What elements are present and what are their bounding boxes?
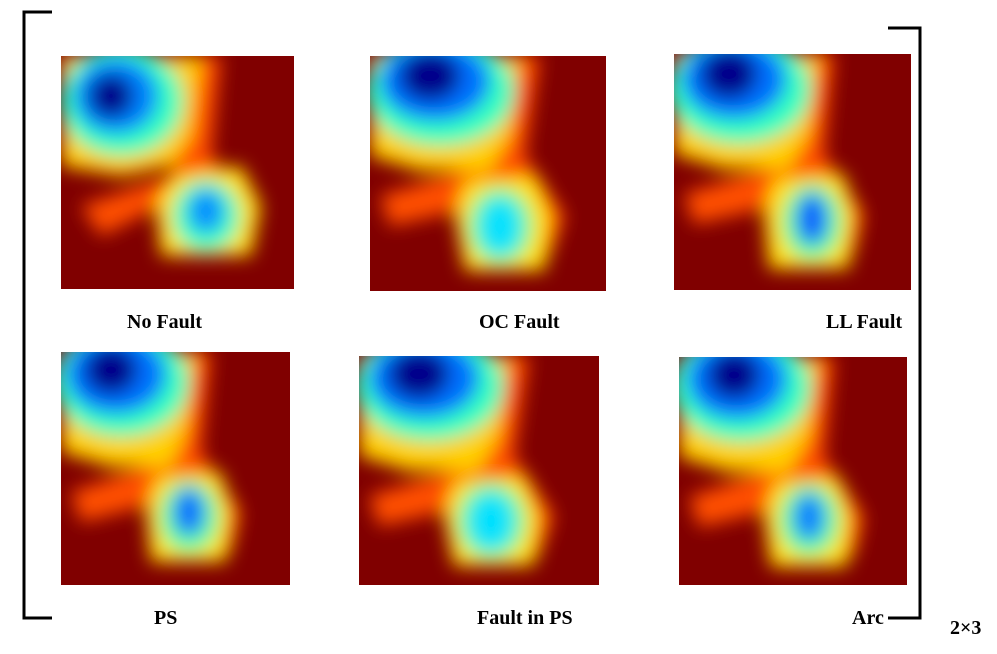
label-no-fault: No Fault [127,311,202,333]
label-ps: PS [154,607,178,629]
label-fault-in-ps: Fault in PS [477,607,573,629]
heatmap-fault-in-ps [359,356,599,585]
label-arc: Arc [852,607,884,629]
heatmap-oc-fault [370,56,606,291]
heatmap-arc [679,357,907,585]
left-bracket [22,10,52,620]
heatmap-ps [61,352,290,585]
matrix-dimension-label: 2×3 [950,617,982,639]
label-ll-fault: LL Fault [826,311,903,333]
heatmap-ll-fault [674,54,911,290]
label-oc-fault: OC Fault [479,311,560,333]
heatmap-no-fault [61,56,294,289]
right-bracket [888,26,922,620]
